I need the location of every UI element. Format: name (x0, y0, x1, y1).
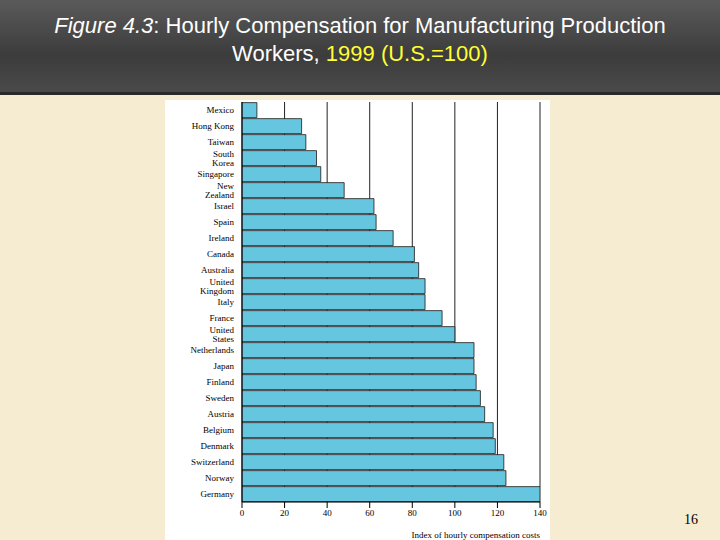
svg-text:140: 140 (533, 508, 547, 518)
svg-text:Spain: Spain (213, 217, 234, 227)
svg-text:Sweden: Sweden (206, 393, 235, 403)
svg-text:40: 40 (323, 508, 333, 518)
svg-text:Germany: Germany (201, 489, 235, 499)
svg-text:Netherlands: Netherlands (191, 345, 235, 355)
svg-text:UnitedStates: UnitedStates (210, 325, 235, 344)
html-text:Figure 4.3: Hourly Compensatio: Figure 4.3: Hourly Compensation for Manu… (54, 13, 666, 66)
svg-text:Italy: Italy (218, 297, 235, 307)
svg-text:NewZealand: NewZealand (205, 181, 234, 200)
svg-text:Denmark: Denmark (201, 441, 235, 451)
svg-text:Index of hourly compensation c: Index of hourly compensation costs (412, 530, 541, 540)
svg-text:UnitedKingdom: UnitedKingdom (200, 277, 235, 296)
svg-text:Belgium: Belgium (203, 425, 234, 435)
svg-text:Japan: Japan (214, 361, 235, 371)
svg-text:20: 20 (280, 508, 290, 518)
svg-text:Ireland: Ireland (209, 233, 235, 243)
svg-text:60: 60 (365, 508, 375, 518)
svg-text:Norway: Norway (205, 473, 234, 483)
svg-text:France: France (210, 313, 235, 323)
svg-text:Singapore: Singapore (198, 169, 235, 179)
svg-text:Mexico: Mexico (207, 105, 235, 115)
svg-text:Taiwan: Taiwan (208, 137, 235, 147)
svg-text:Israel: Israel (214, 201, 234, 211)
svg-text:120: 120 (491, 508, 505, 518)
svg-text:Switzerland: Switzerland (191, 457, 234, 467)
svg-text:Austria: Austria (208, 409, 235, 419)
svg-text:0: 0 (240, 508, 245, 518)
svg-text:80: 80 (408, 508, 418, 518)
svg-text:SouthKorea: SouthKorea (212, 149, 234, 168)
svg-text:Finland: Finland (206, 377, 234, 387)
svg-text:Hong Kong: Hong Kong (192, 121, 235, 131)
svg-text:Australia: Australia (201, 265, 234, 275)
html-text:16: 16 (684, 512, 698, 527)
svg-text:Canada: Canada (207, 249, 234, 259)
svg-text:100: 100 (448, 508, 462, 518)
